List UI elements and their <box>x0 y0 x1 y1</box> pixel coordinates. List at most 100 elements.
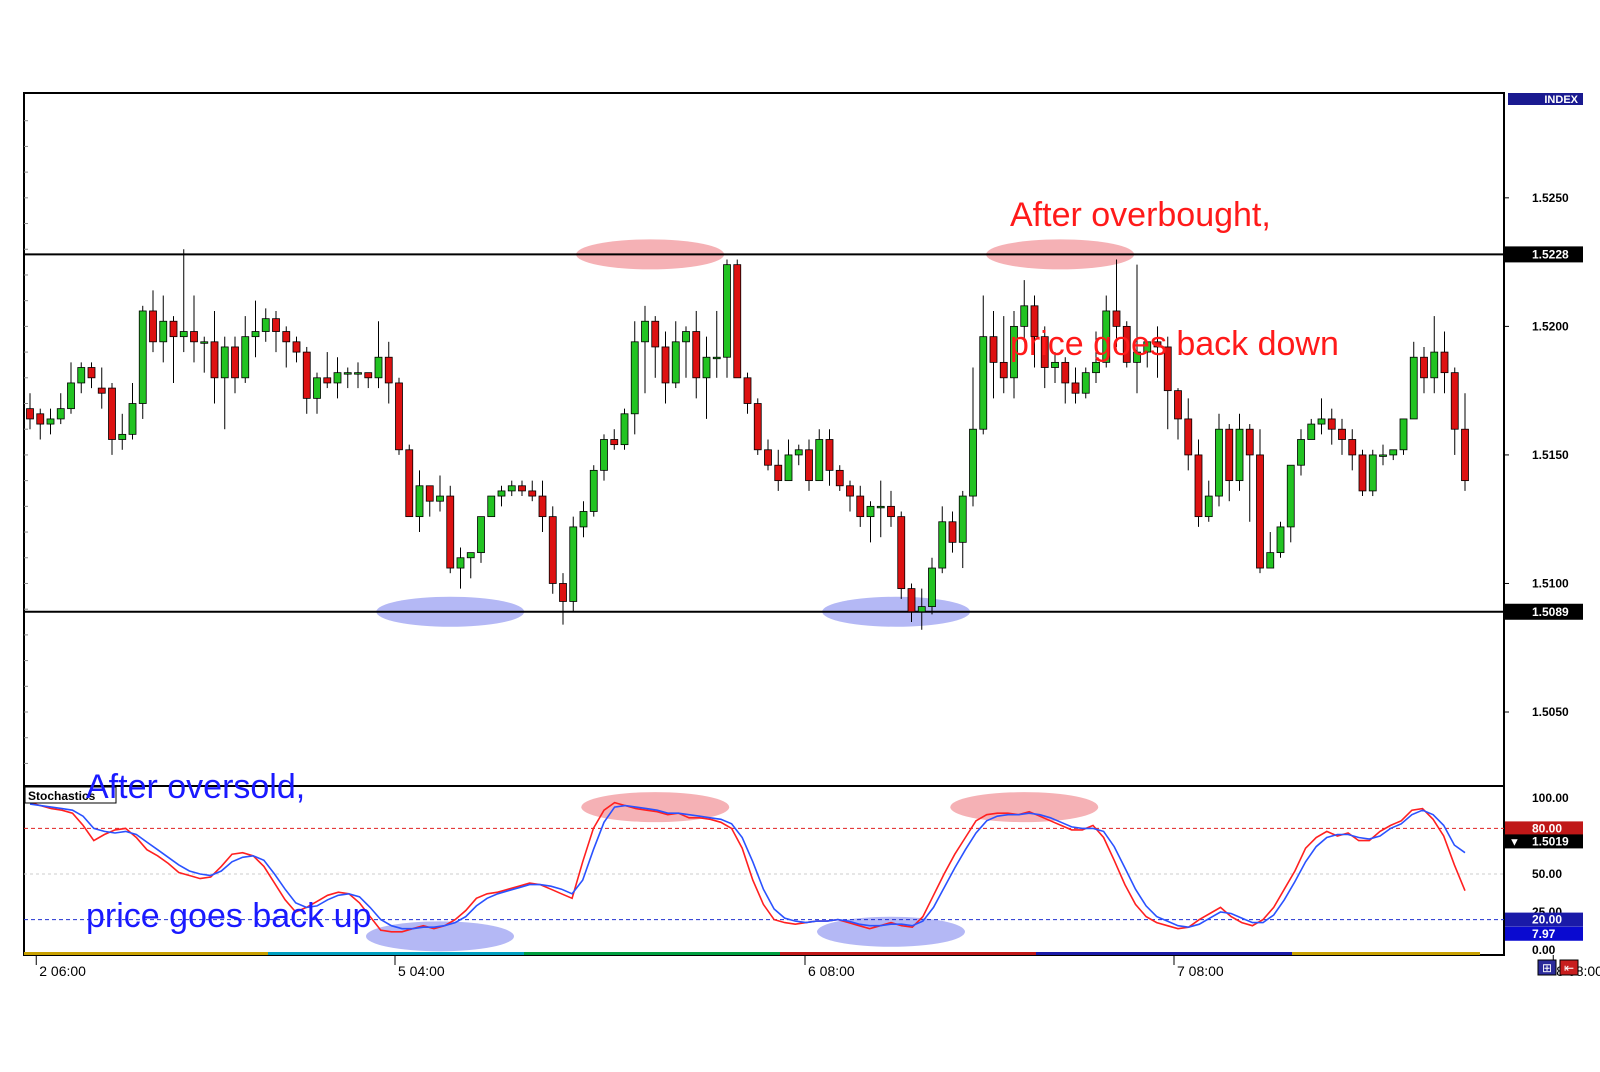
bear-candle <box>282 331 291 343</box>
bear-candle <box>1420 356 1428 379</box>
index-badge[interactable]: INDEX <box>1544 94 1578 106</box>
bear-candle <box>36 413 45 425</box>
bull-candle <box>354 372 362 375</box>
period-strip-segment <box>780 952 1036 955</box>
bull-candle <box>630 341 639 415</box>
bear-candle <box>425 485 434 502</box>
bear-candle <box>518 485 526 492</box>
bear-candle <box>323 377 332 384</box>
period-strip-segment <box>524 952 780 955</box>
bull-candle <box>1133 351 1141 363</box>
bear-candle <box>1256 454 1264 569</box>
indicator-label[interactable]: Stochastics <box>28 789 96 803</box>
bull-candle <box>579 511 588 528</box>
bear-candle <box>825 439 834 471</box>
overbought-annotation-line-1: After overbought, <box>1010 196 1271 234</box>
oversold-annotation: After oversold, price goes back up <box>86 680 371 1024</box>
bear-candle <box>897 516 906 590</box>
bear-candle <box>948 521 957 543</box>
bear-candle <box>610 439 619 446</box>
bear-candle <box>846 485 854 497</box>
price-value-label: 1.5019 <box>1532 834 1569 848</box>
bull-candle <box>415 485 424 518</box>
time-tick-label: 6 08:00 <box>808 963 855 979</box>
bear-candle <box>210 341 219 379</box>
bull-candle <box>1143 341 1152 353</box>
bull-candle <box>671 341 680 384</box>
bull-candle <box>477 516 485 554</box>
bull-candle <box>1081 372 1090 394</box>
bear-candle <box>651 320 660 348</box>
bull-candle <box>77 367 86 384</box>
bull-candle <box>928 567 936 608</box>
bull-candle <box>159 320 168 343</box>
auto-scroll-button[interactable] <box>1559 959 1579 976</box>
bear-candle <box>108 387 116 440</box>
bear-candle <box>528 490 537 497</box>
bear-candle <box>692 331 701 379</box>
bull-candle <box>1317 418 1326 425</box>
bear-candle <box>1184 418 1193 456</box>
bull-candle <box>456 557 465 569</box>
bear-candle <box>1122 325 1131 363</box>
bull-candle <box>1010 325 1018 379</box>
bear-candle <box>559 583 567 602</box>
overbought-annotation: After overbought, price goes back down <box>1010 108 1339 452</box>
bull-candle <box>56 408 65 420</box>
bull-candle <box>1020 305 1029 327</box>
bull-candle <box>436 495 444 502</box>
bull-candle <box>917 606 926 613</box>
bear-candle <box>446 495 455 569</box>
bull-candle <box>1051 361 1059 368</box>
bear-candle <box>302 351 311 399</box>
bull-candle <box>1379 454 1387 457</box>
bear-candle <box>1163 346 1172 392</box>
candles <box>26 249 1469 630</box>
bull-candle <box>723 264 731 358</box>
bear-candle <box>1040 336 1049 368</box>
bull-candle <box>333 372 342 384</box>
bear-candle <box>1174 390 1182 420</box>
overbought-annotation-line-2: price goes back down <box>1010 325 1339 363</box>
bull-candle <box>1102 310 1111 363</box>
time-tick-label: 7 08:00 <box>1177 963 1224 979</box>
bear-candle <box>1327 418 1336 430</box>
bear-candle <box>87 367 96 379</box>
scroll-buttons: ⊞ ⇤ <box>1537 959 1579 976</box>
bull-candle <box>702 356 711 379</box>
bear-candle <box>1245 428 1254 456</box>
bear-candle <box>733 264 742 379</box>
bull-candle <box>1389 449 1398 456</box>
bull-candle <box>620 413 629 446</box>
bear-candle <box>1338 428 1346 440</box>
bear-candle <box>190 331 198 343</box>
auto-scroll-icon: ⇤ <box>1564 961 1574 975</box>
zoom-in-button[interactable] <box>1537 959 1557 976</box>
price-value-badge <box>1505 834 1583 849</box>
bull-candle <box>866 505 875 518</box>
bear-candle <box>395 382 403 451</box>
price-tick-label: 1.5200 <box>1532 319 1569 333</box>
bull-candle <box>241 336 250 379</box>
bull-candle <box>343 372 352 375</box>
oversold-highlight <box>817 916 965 947</box>
index-badge-bg <box>1508 93 1583 105</box>
bull-candle <box>969 428 977 497</box>
stochastic-tick-label: 50.00 <box>1532 867 1562 881</box>
bear-candle <box>97 387 106 394</box>
price-tick-label: 1.5050 <box>1532 705 1569 719</box>
bull-candle <box>507 485 516 492</box>
bull-candle <box>1430 351 1439 379</box>
bear-candle <box>743 377 752 404</box>
bull-candle <box>46 418 55 425</box>
bull-candle <box>682 331 690 343</box>
bull-candle <box>1092 361 1100 374</box>
bear-candle <box>1112 310 1121 327</box>
bear-candle <box>999 361 1008 379</box>
oversold-annotation-line-2: price goes back up <box>86 897 372 935</box>
price-tick-label: 1.5150 <box>1532 448 1569 462</box>
bear-candle <box>1440 351 1449 374</box>
price-tick-label: 1.5100 <box>1532 576 1569 590</box>
